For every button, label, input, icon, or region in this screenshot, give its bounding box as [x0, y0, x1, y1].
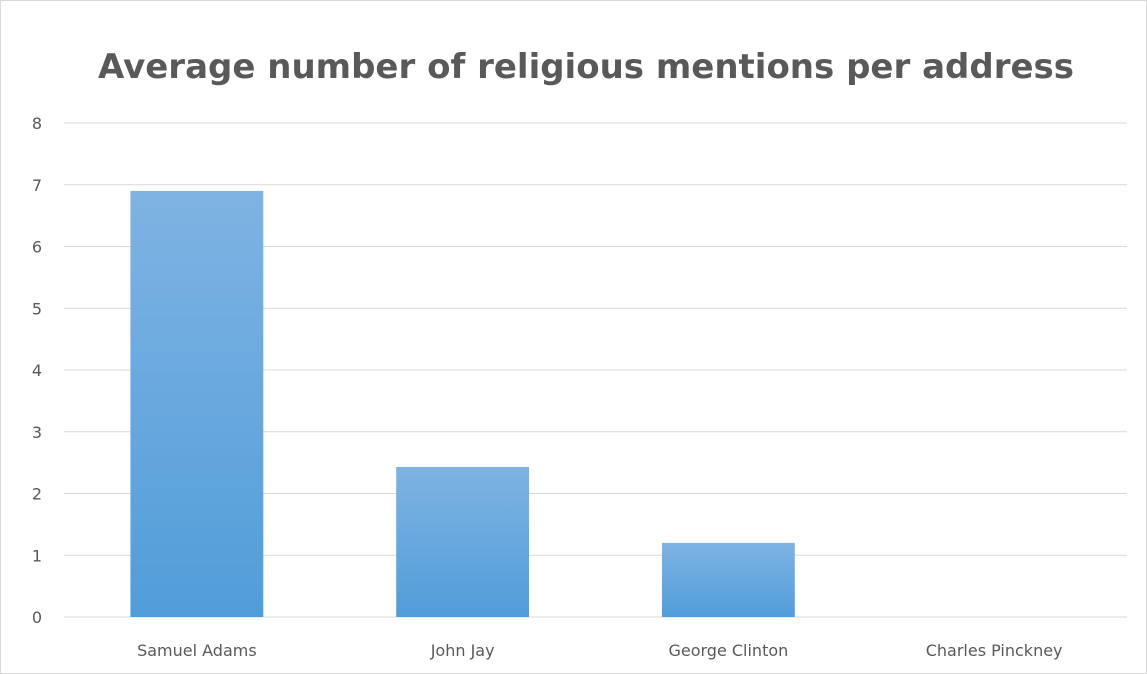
y-tick-label: 7 [32, 176, 42, 195]
x-tick-label: John Jay [430, 641, 495, 660]
x-tick-label: George Clinton [668, 641, 788, 660]
y-axis-ticks: 0 1 2 3 4 5 6 7 8 [32, 114, 42, 627]
bar-john-jay [396, 466, 530, 617]
y-tick-label: 5 [32, 299, 42, 318]
chart-title: Average number of religious mentions per… [98, 47, 1074, 87]
x-axis-ticks: Samuel Adams John Jay George Clinton Charle… [137, 641, 1062, 660]
x-tick-label: Samuel Adams [137, 641, 257, 660]
y-tick-label: 4 [32, 361, 42, 380]
y-tick-label: 6 [32, 238, 42, 257]
x-tick-label: Charles Pinckney [926, 641, 1063, 660]
y-tick-label: 8 [32, 114, 42, 133]
y-tick-label: 1 [32, 546, 42, 565]
bar-samuel-adams [130, 190, 264, 618]
y-tick-label: 0 [32, 608, 42, 627]
y-tick-label: 2 [32, 485, 42, 504]
bar-george-clinton [661, 542, 795, 617]
y-tick-label: 3 [32, 423, 42, 442]
bars [130, 190, 795, 618]
